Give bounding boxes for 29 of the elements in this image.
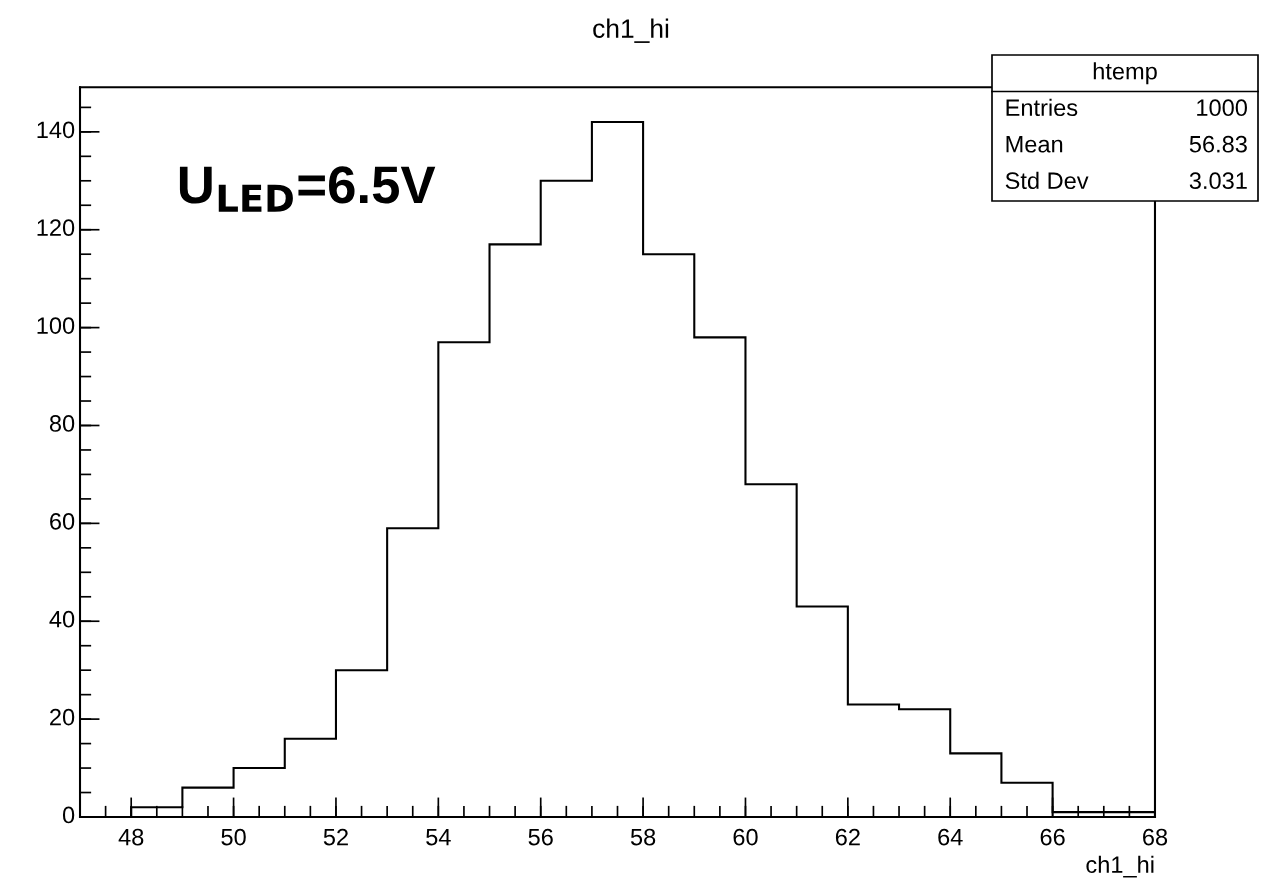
x-tick-label: 66 bbox=[1040, 828, 1065, 846]
annotation: Entries bbox=[1006, 98, 1078, 117]
x-tick-label: 56 bbox=[528, 828, 553, 846]
text: 1000 bbox=[1197, 99, 1247, 117]
x-tick-label: 52 bbox=[323, 828, 348, 846]
annotation: Std Dev bbox=[1005, 171, 1089, 190]
y-tick-label: 0 bbox=[62, 806, 75, 824]
x-tick-label: 50 bbox=[221, 828, 246, 846]
x-axis-title: ch1_hi bbox=[1086, 855, 1154, 878]
annotation: Mean bbox=[1006, 136, 1063, 153]
y-tick-label: 120 bbox=[37, 219, 75, 237]
y-tick-label: 40 bbox=[49, 610, 75, 628]
x-tick-label: 48 bbox=[118, 828, 144, 846]
x-tick-label: 62 bbox=[835, 828, 860, 846]
x-tick-label: 60 bbox=[733, 828, 758, 846]
x-tick-label: 58 bbox=[630, 828, 656, 846]
x-tick-label: 64 bbox=[938, 828, 963, 846]
y-tick-label: 100 bbox=[37, 317, 75, 334]
y-tick-label: 80 bbox=[49, 415, 75, 432]
y-tick-label: 60 bbox=[50, 512, 75, 530]
text: 56.83 bbox=[1189, 135, 1247, 153]
y-tick-label: 20 bbox=[50, 708, 75, 726]
text: htemp bbox=[1093, 62, 1157, 85]
y-tick-label: 140 bbox=[37, 121, 75, 139]
x-tick-label: 54 bbox=[426, 828, 451, 846]
chart-title: ch1_hi bbox=[593, 18, 669, 43]
annotation: U$_{LED}$=6.5V bbox=[179, 166, 436, 212]
x-tick-label: 68 bbox=[1143, 828, 1168, 846]
text: 3.031 bbox=[1189, 172, 1247, 190]
